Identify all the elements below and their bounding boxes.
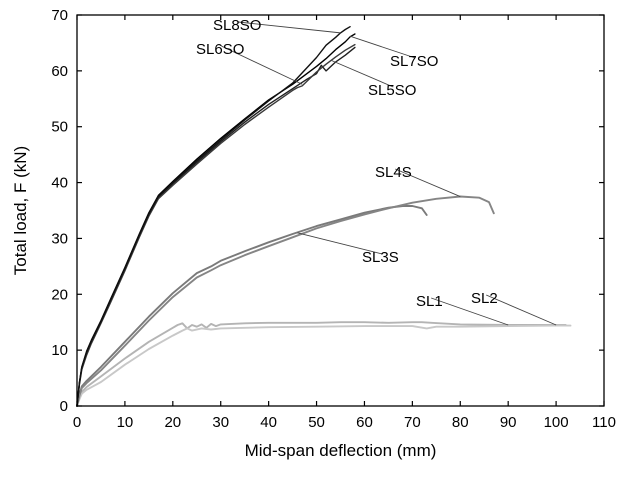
series-line-sl6so — [76, 43, 356, 407]
axis-ticks: 0 10 20 30 40 50 60 70 80 90 100 110 0 10 20 30 40 50 60 70 — [51, 7, 616, 431]
leader-line-sl3s — [297, 232, 383, 255]
x-tick-label: 50 — [308, 414, 325, 431]
x-tick-label: 110 — [592, 414, 616, 431]
series-label-sl6so: SL6SO — [196, 41, 244, 58]
leader-line-sl1 — [431, 297, 509, 326]
series-line-sl7so — [76, 33, 356, 407]
y-tick-label: 60 — [51, 63, 68, 80]
leader-line-sl8so — [238, 21, 341, 34]
x-tick-label: 90 — [500, 414, 517, 431]
leader-line-sl7so — [349, 35, 416, 59]
series-layer — [76, 26, 572, 407]
x-tick-label: 100 — [544, 414, 569, 431]
y-tick-label: 30 — [51, 230, 68, 247]
y-tick-label: 40 — [51, 175, 68, 192]
leader-line-sl2 — [486, 294, 557, 326]
series-label-sl8so: SL8SO — [213, 17, 261, 34]
x-tick-label: 80 — [452, 414, 469, 431]
y-tick-label: 50 — [51, 119, 68, 136]
y-tick-label: 70 — [51, 7, 68, 24]
series-label-sl3s: SL3S — [362, 249, 399, 266]
x-axis-title: Mid-span deflection (mm) — [245, 441, 437, 460]
x-tick-label: 10 — [117, 414, 134, 431]
annotation-leaders — [221, 21, 557, 326]
plot-frame — [76, 14, 605, 407]
series-label-sl7so: SL7SO — [390, 53, 438, 70]
leader-line-sl5so — [330, 59, 394, 88]
x-tick-label: 0 — [73, 414, 81, 431]
x-tick-label: 60 — [356, 414, 373, 431]
series-line-sl1 — [76, 321, 567, 407]
x-tick-label: 70 — [404, 414, 421, 431]
series-label-sl2: SL2 — [471, 290, 498, 307]
x-tick-label: 20 — [164, 414, 181, 431]
y-tick-label: 10 — [51, 342, 68, 359]
leader-line-sl6so — [221, 45, 303, 85]
x-tick-label: 30 — [212, 414, 229, 431]
y-tick-label: 20 — [51, 286, 68, 303]
series-line-sl4s — [76, 195, 495, 407]
series-line-sl3s — [76, 205, 428, 407]
y-tick-label: 0 — [60, 398, 68, 415]
series-label-sl5so: SL5SO — [368, 82, 416, 99]
series-label-sl1: SL1 — [416, 293, 443, 310]
series-line-sl2 — [76, 324, 572, 407]
series-line-sl8so — [76, 26, 351, 407]
series-label-sl4s: SL4S — [375, 164, 412, 181]
leader-line-sl4s — [395, 168, 461, 197]
annotation-labels: SL8SO SL6SO SL7SO SL5SO SL4S SL3S SL1 SL2 — [196, 17, 498, 310]
y-axis-title: Total load, F (kN) — [11, 146, 30, 275]
x-tick-label: 40 — [260, 414, 277, 431]
